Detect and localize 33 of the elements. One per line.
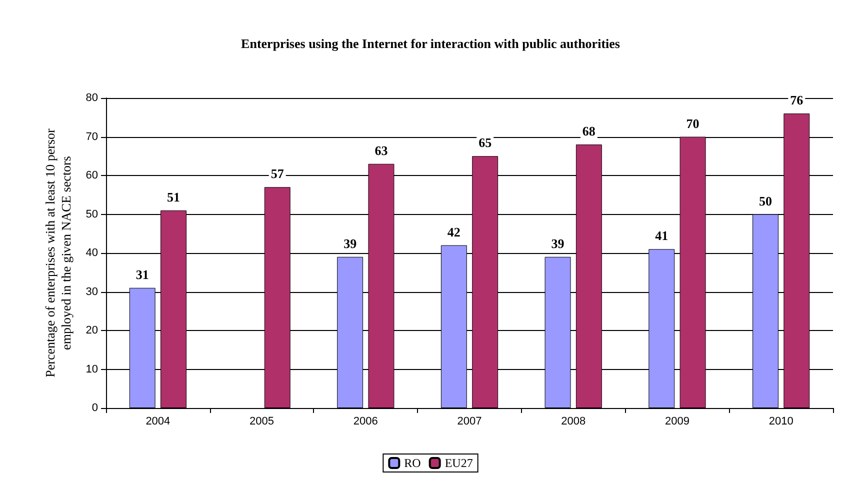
data-label: 31	[136, 266, 149, 282]
data-label: 41	[655, 228, 668, 244]
y-tick-label: 10	[86, 363, 98, 376]
data-label: 51	[167, 189, 180, 204]
y-tick-label: 70	[86, 130, 98, 143]
legend-label: EU27	[444, 456, 473, 470]
data-label: 63	[374, 142, 388, 158]
data-label: 42	[447, 224, 460, 240]
x-tick-label: 2004	[146, 416, 170, 428]
x-tick-label: 2006	[353, 416, 378, 428]
data-label: 76	[790, 92, 804, 108]
data-label: 65	[478, 135, 492, 150]
y-tick-label: 30	[86, 286, 98, 298]
data-label: 68	[582, 124, 596, 138]
x-tick-label: 2010	[768, 416, 794, 428]
data-label: 39	[344, 236, 358, 251]
x-tick-label: 2005	[250, 416, 274, 428]
y-tick-label: 20	[86, 324, 98, 336]
data-label: 57	[270, 166, 284, 182]
chart-title: Enterprises using the Internet for interaction with public authorities	[241, 36, 620, 51]
y-axis-title: Percentage of enterprises with at least 10 persor employed in the given NACE sectors	[42, 128, 74, 378]
x-tick-label: 2007	[457, 416, 482, 428]
y-tick-label: 40	[86, 247, 98, 259]
y-tick-label: 60	[86, 170, 98, 182]
y-tick-label: 0	[92, 402, 98, 414]
data-label: 50	[758, 193, 772, 208]
x-tick-label: 2008	[561, 416, 586, 428]
data-label: 70	[686, 116, 700, 131]
data-label: 39	[551, 236, 565, 251]
y-tick-label: 50	[86, 208, 98, 220]
y-tick-label: 80	[86, 92, 98, 104]
x-tick-label: 2009	[664, 416, 690, 428]
legend-label: RO	[404, 456, 422, 470]
